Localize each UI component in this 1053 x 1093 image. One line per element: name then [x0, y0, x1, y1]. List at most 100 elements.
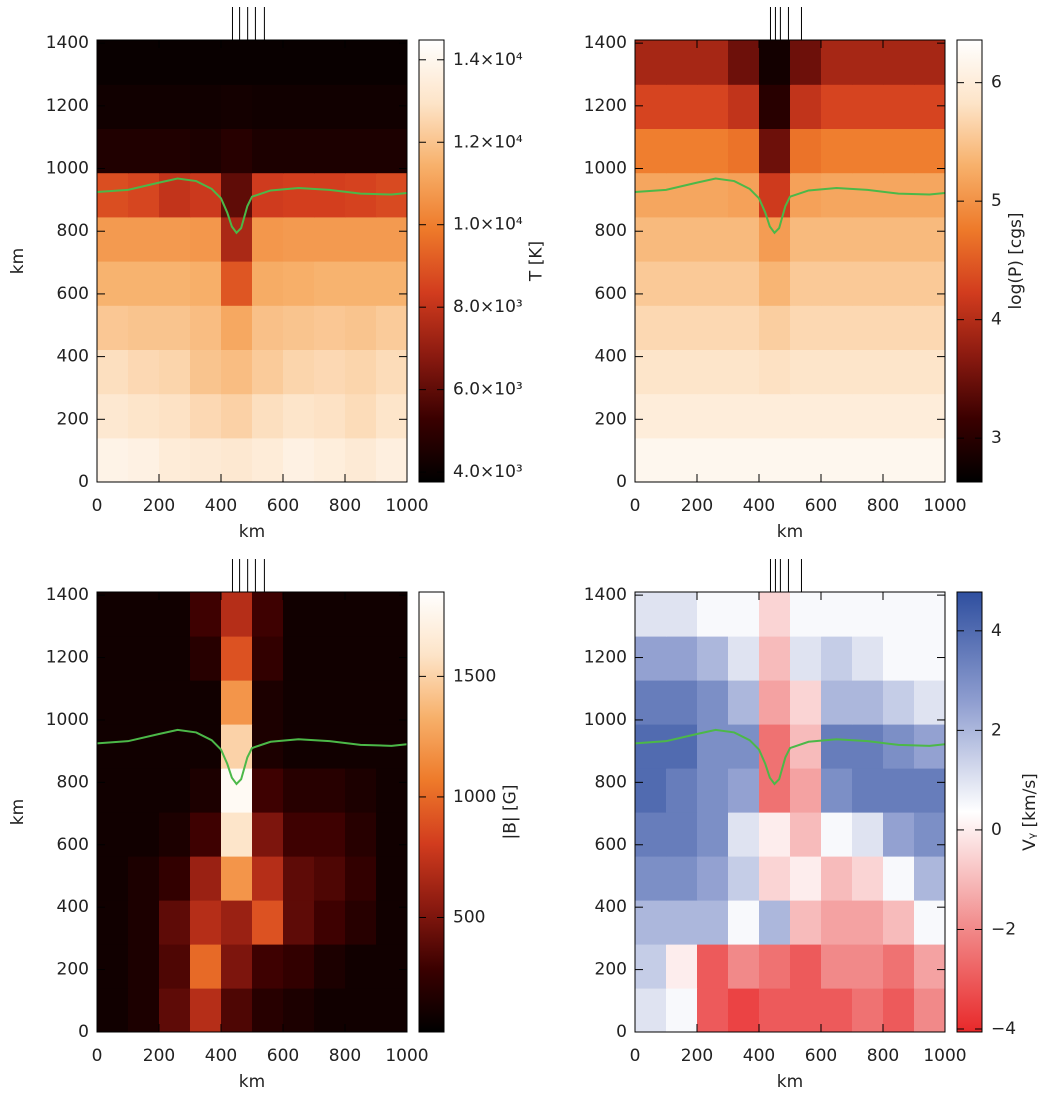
heatmap-cell [345, 724, 377, 769]
heatmap-cell [97, 84, 129, 129]
heatmap-cell [376, 592, 407, 637]
heatmap-cell [314, 944, 346, 989]
y-tick-label: 0 [78, 472, 89, 492]
heatmap-cell [190, 944, 222, 989]
x-axis-label: km [239, 522, 265, 542]
heatmap-cell [97, 393, 129, 439]
heatmap-cell [790, 988, 822, 1032]
heatmap-cell [635, 393, 667, 439]
heatmap-cell [97, 680, 129, 725]
contour-line [635, 728, 945, 786]
heatmap-cell [159, 84, 191, 129]
y-tick-label: 200 [57, 960, 89, 980]
heatmap-cell [252, 128, 284, 174]
heatmap-cell [252, 40, 284, 85]
heatmap-cell [283, 437, 315, 482]
heatmap-cell [635, 988, 667, 1032]
x-tick-label: 1000 [923, 496, 966, 516]
heatmap-cell [914, 944, 945, 989]
heatmap-cell [852, 437, 884, 482]
heatmap-cell [728, 40, 760, 85]
heatmap-cell [821, 812, 853, 857]
x-tick-label: 400 [743, 1046, 775, 1066]
heatmap-cell [914, 437, 945, 482]
heatmap-cell [252, 944, 284, 989]
heatmap-cell [666, 40, 698, 85]
heatmap-cell [345, 988, 377, 1032]
y-tick-label: 1400 [584, 585, 627, 605]
heatmap-cell [790, 768, 822, 813]
heatmap-cell [728, 592, 760, 637]
heatmap-cell [914, 84, 945, 129]
contour-line [97, 177, 407, 235]
heatmap-cell [790, 437, 822, 482]
heatmap-cell [283, 261, 315, 306]
heatmap-cell [283, 900, 315, 945]
heatmap-cell [852, 768, 884, 813]
heatmap-cell [883, 636, 915, 681]
heatmap-cell [821, 724, 853, 769]
heatmap-cell [159, 812, 191, 857]
heatmap-cell [128, 636, 160, 681]
heatmap-cell [283, 724, 315, 769]
heatmap-cell [252, 261, 284, 306]
heatmap-cell [666, 437, 698, 482]
heatmap-cell [697, 812, 729, 857]
heatmap-cell [97, 216, 129, 262]
heatmap-cell [159, 636, 191, 681]
heatmap-cell [252, 768, 284, 813]
heatmap-cell [221, 680, 253, 725]
x-tick-label: 0 [630, 1046, 641, 1066]
heatmap-cell [635, 856, 667, 901]
heatmap-cell [728, 636, 760, 681]
heatmap-cell [190, 437, 222, 482]
colorbar [418, 39, 445, 483]
heatmap-cell [883, 437, 915, 482]
heatmap-cell [790, 261, 822, 306]
y-tick-label: 200 [595, 960, 627, 980]
x-tick-label: 1000 [923, 1046, 966, 1066]
heatmap-cell [190, 393, 222, 439]
heatmap-cell [821, 172, 853, 218]
heatmap-cell [159, 349, 191, 395]
y-tick-label: 1000 [46, 159, 89, 179]
heatmap-cell [252, 636, 284, 681]
heatmap-cell [252, 812, 284, 857]
heatmap-cell [821, 261, 853, 306]
heatmap-cell [697, 393, 729, 439]
heatmap-cell [128, 944, 160, 989]
heatmap-cell [190, 768, 222, 813]
y-tick-label: 1200 [46, 96, 89, 116]
heatmap-cell [852, 900, 884, 945]
heatmap-cell [883, 768, 915, 813]
heatmap-cell [376, 393, 407, 439]
x-tick-label: 0 [92, 496, 103, 516]
heatmap-cell [666, 261, 698, 306]
heatmap-cell [252, 680, 284, 725]
x-tick-label: 0 [630, 496, 641, 516]
heatmap-cell [697, 988, 729, 1032]
heatmap-cell [914, 680, 945, 725]
heatmap-cell [821, 988, 853, 1032]
heatmap-cell [345, 636, 377, 681]
heatmap-cell [314, 988, 346, 1032]
heatmap-cell [314, 636, 346, 681]
y-tick-label: 800 [57, 221, 89, 241]
heatmap [635, 592, 945, 1032]
heatmap-cell [376, 84, 407, 129]
y-tick-label: 600 [595, 284, 627, 304]
heatmap-cell [852, 172, 884, 218]
heatmap-cell [376, 40, 407, 85]
heatmap-cell [821, 856, 853, 901]
heatmap-cell [852, 680, 884, 725]
heatmap-cell [314, 172, 346, 218]
heatmap-cell [697, 768, 729, 813]
heatmap-cell [697, 40, 729, 85]
heatmap-cell [190, 592, 222, 637]
heatmap-cell [697, 261, 729, 306]
heatmap-cell [759, 261, 791, 306]
y-tick-label: 400 [57, 347, 89, 367]
heatmap-cell [852, 724, 884, 769]
heatmap-cell [190, 856, 222, 901]
heatmap-cell [666, 305, 698, 350]
